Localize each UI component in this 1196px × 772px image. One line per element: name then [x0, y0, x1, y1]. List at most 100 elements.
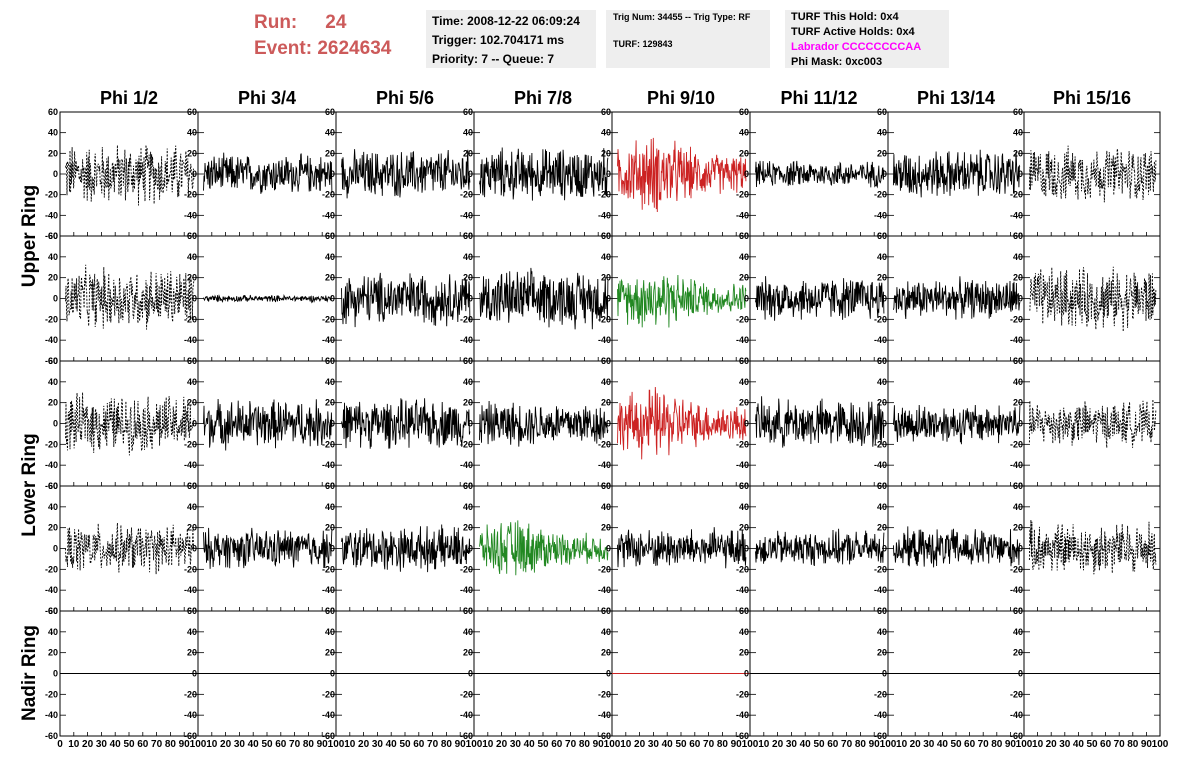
y-tick-label: 60 [325, 481, 335, 491]
x-tick-label: 70 [151, 739, 163, 750]
y-tick-label: -40 [1010, 585, 1023, 595]
y-tick-label: 0 [192, 419, 197, 429]
x-tick-label: 30 [648, 739, 660, 750]
y-tick-label: 20 [187, 398, 197, 408]
y-tick-label: 40 [1013, 627, 1023, 637]
y-tick-label: 60 [187, 356, 197, 366]
x-tick-label: 40 [937, 739, 949, 750]
y-tick-label: -20 [736, 190, 749, 200]
y-tick-label: -20 [874, 314, 887, 324]
x-tick-label: 60 [964, 739, 976, 750]
waveform-trace [617, 527, 747, 569]
phi-title-8: Phi 15/16 [1052, 88, 1132, 108]
x-tick-label: 40 [386, 739, 398, 750]
y-tick-label: 20 [325, 398, 335, 408]
y-tick-label: 60 [463, 481, 473, 491]
phi-title-3: Phi 5/6 [375, 88, 435, 108]
y-tick-label: 20 [48, 398, 58, 408]
x-tick-label: 10 [620, 739, 632, 750]
x-tick-label: 80 [717, 739, 729, 750]
y-tick-label: -40 [184, 210, 197, 220]
y-tick-label: -60 [598, 731, 611, 741]
x-tick-label: 10 [482, 739, 494, 750]
y-tick-label: 40 [325, 252, 335, 262]
y-tick-label: -40 [45, 335, 58, 345]
waveform-trace [341, 524, 471, 573]
y-tick-label: 60 [877, 356, 887, 366]
y-tick-label: 60 [1013, 231, 1023, 241]
y-tick-label: 60 [48, 481, 58, 491]
y-tick-label: -20 [460, 190, 473, 200]
waveform-trace [65, 264, 195, 330]
turf-info-panel: TURF This Hold: 0x4 TURF Active Holds: 0… [785, 10, 949, 68]
y-tick-label: 20 [601, 523, 611, 533]
x-tick-label: 80 [579, 739, 591, 750]
y-tick-label: 0 [330, 669, 335, 679]
y-tick-label: -20 [736, 564, 749, 574]
y-tick-label: 60 [1013, 107, 1023, 117]
turf-text: TURF: 129843 [613, 39, 673, 49]
y-tick-label: 40 [601, 377, 611, 387]
waveform-trace [479, 400, 609, 447]
x-tick-label: 50 [123, 739, 135, 750]
y-tick-label: 0 [53, 294, 58, 304]
waveform-trace [617, 386, 747, 460]
y-tick-label: -40 [184, 710, 197, 720]
panel-r5-c5: 60 40 20 0 -20 -40 -60 [598, 606, 751, 741]
y-tick-label: 60 [601, 107, 611, 117]
y-tick-label: 20 [601, 273, 611, 283]
y-tick-label: 20 [1013, 273, 1023, 283]
event-value: 2624634 [317, 38, 392, 59]
y-tick-label: 60 [48, 107, 58, 117]
run-event-block: Run: 24 Event: 2624634 [254, 10, 391, 62]
x-tick-label: 50 [1086, 739, 1098, 750]
y-tick-label: -40 [460, 460, 473, 470]
y-tick-label: -20 [1010, 564, 1023, 574]
y-tick-label: 60 [48, 356, 58, 366]
y-tick-label: 40 [877, 377, 887, 387]
x-tick-label: 80 [1127, 739, 1139, 750]
y-tick-label: 0 [192, 169, 197, 179]
y-tick-label: -20 [460, 439, 473, 449]
waveform-trace [755, 276, 885, 321]
y-tick-label: 40 [48, 252, 58, 262]
waveform-trace [65, 144, 195, 206]
panel-r3-c1: 60 40 20 0 -20 -40 -60 [45, 356, 199, 491]
x-tick-label: 20 [910, 739, 922, 750]
x-tick-label: 70 [841, 739, 853, 750]
y-tick-label: 0 [744, 419, 749, 429]
waveform-trace [203, 398, 333, 451]
y-tick-label: -20 [598, 564, 611, 574]
y-tick-label: 20 [1013, 398, 1023, 408]
y-tick-label: 60 [877, 107, 887, 117]
x-tick-label: 50 [537, 739, 549, 750]
y-tick-label: 60 [1013, 606, 1023, 616]
x-tick-label: 90 [593, 739, 605, 750]
run-label: Run: [254, 12, 298, 33]
y-tick-label: 60 [601, 606, 611, 616]
x-tick-label: 70 [565, 739, 577, 750]
y-tick-label: 40 [325, 377, 335, 387]
y-tick-label: 0 [882, 544, 887, 554]
x-tick-label: 30 [96, 739, 108, 750]
panel-r2-c1: 60 40 20 0 -20 -40 -60 [45, 231, 199, 366]
y-tick-label: 60 [325, 231, 335, 241]
y-tick-label: 20 [739, 648, 749, 658]
x-tick-label: 80 [303, 739, 315, 750]
y-tick-label: -20 [322, 439, 335, 449]
y-tick-label: 40 [187, 377, 197, 387]
x-tick-label: 100 [880, 739, 897, 750]
y-tick-label: 40 [601, 252, 611, 262]
y-tick-label: 60 [1013, 481, 1023, 491]
y-tick-label: -20 [184, 689, 197, 699]
y-tick-label: -40 [1010, 210, 1023, 220]
x-tick-label: 90 [317, 739, 329, 750]
x-tick-label: 10 [758, 739, 770, 750]
